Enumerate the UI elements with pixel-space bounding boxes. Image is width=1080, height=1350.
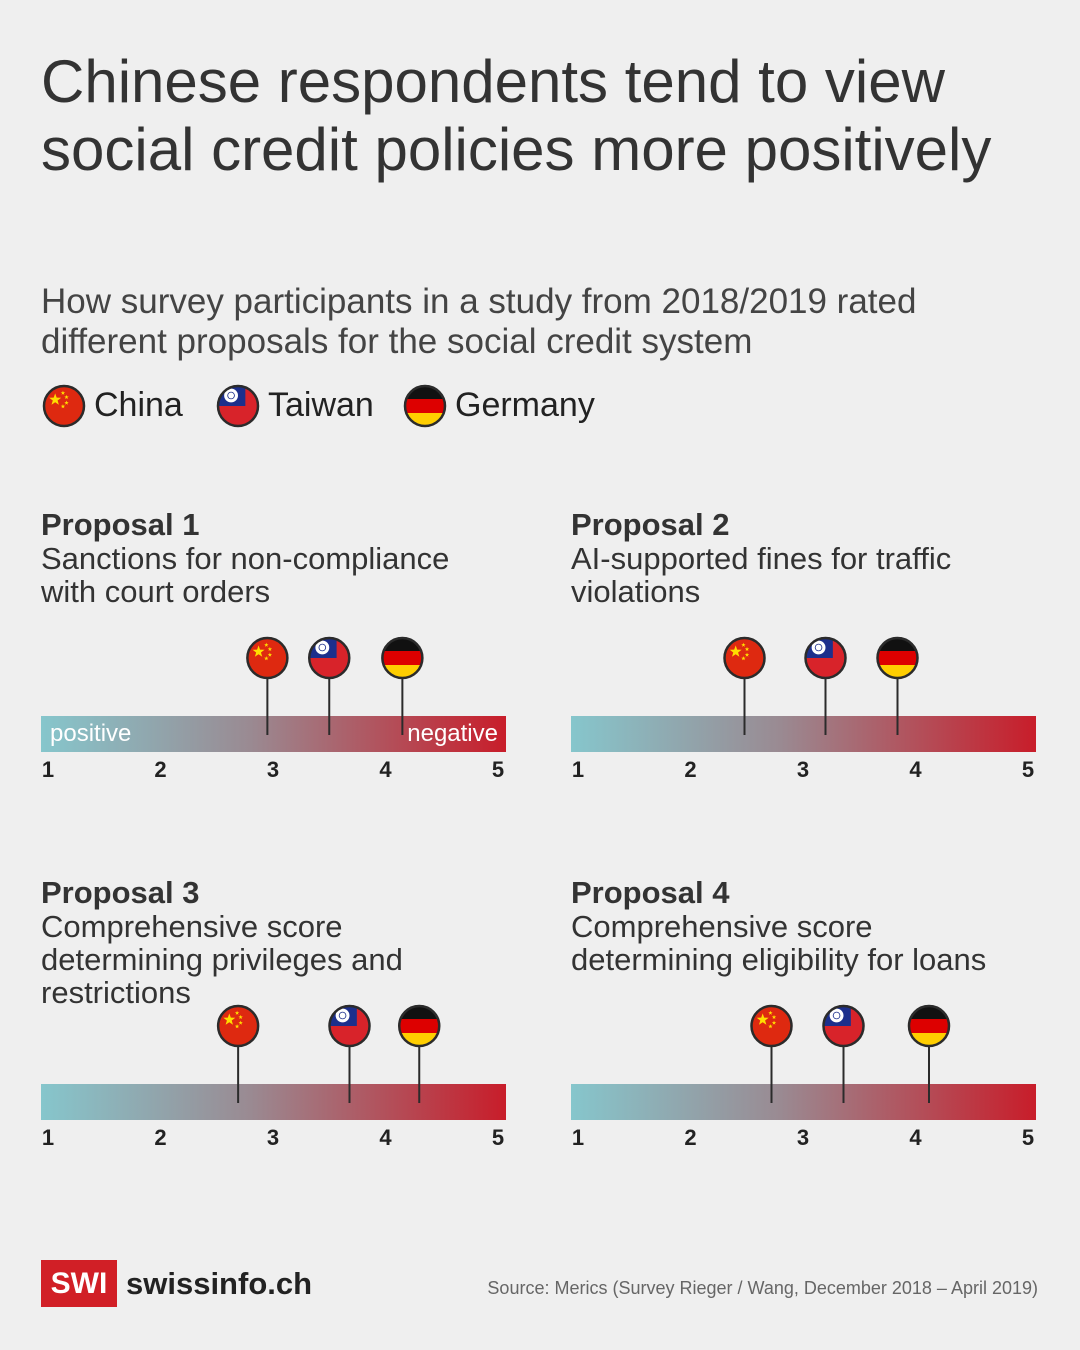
x-tick-label: 3	[266, 1125, 280, 1150]
flag-sun-core	[228, 392, 235, 399]
panel-title: Proposal 4	[571, 875, 730, 910]
x-tick-label: 4	[909, 1125, 922, 1150]
flag-stripe	[876, 651, 919, 666]
scale-label: positive	[50, 720, 132, 747]
flag-stripe	[398, 1019, 441, 1034]
flag-stripe	[908, 1019, 950, 1034]
flag-outline	[822, 1004, 865, 1048]
panel-subtitle: Sanctions for non-compliance with court …	[41, 541, 450, 609]
flag-star	[771, 1020, 777, 1025]
x-tick-label: 5	[491, 1125, 505, 1150]
flag-star	[60, 404, 66, 409]
x-tick-label: 1	[571, 757, 585, 782]
legend-label: China	[94, 386, 183, 424]
flag-star	[756, 1013, 769, 1025]
flag-outline	[42, 384, 86, 428]
flag-sun-core	[815, 644, 822, 651]
flag-outline	[216, 384, 260, 428]
flag-outline	[381, 636, 424, 680]
x-tick-label: 3	[796, 1125, 810, 1150]
flag-star	[238, 1020, 243, 1025]
x-tick-label: 2	[154, 757, 167, 782]
flag-outline	[398, 1004, 441, 1048]
flag-star	[729, 645, 742, 657]
flag-star	[267, 646, 273, 652]
x-tick-label: 1	[41, 757, 55, 782]
x-tick-label: 4	[379, 757, 392, 782]
flag-star	[768, 1010, 773, 1015]
flag-star	[264, 642, 269, 647]
logo: SWI	[41, 1260, 117, 1307]
flag-outline	[216, 1004, 260, 1048]
flag-star	[771, 1014, 777, 1020]
x-tick-label: 5	[1021, 757, 1035, 782]
legend-label: Taiwan	[268, 386, 374, 424]
flag-outline	[328, 1004, 371, 1048]
flag-star	[744, 646, 750, 652]
flag-stripe	[381, 651, 424, 666]
scale-bar	[41, 1084, 506, 1120]
flag-star	[267, 652, 273, 657]
flag-star	[741, 656, 746, 661]
x-tick-label: 2	[684, 757, 697, 782]
x-tick-label: 4	[379, 1125, 392, 1150]
flag-star	[252, 645, 265, 657]
panel-title: Proposal 3	[41, 875, 200, 910]
flag-sun-core	[339, 1012, 346, 1019]
title: Chinese respondents tend to view social …	[41, 48, 992, 183]
flag-outline	[403, 384, 447, 428]
flag-star	[741, 642, 746, 647]
x-tick-label: 3	[266, 757, 280, 782]
subtitle: How survey participants in a study from …	[41, 282, 917, 361]
x-tick-label: 1	[41, 1125, 55, 1150]
flag-star	[223, 1013, 236, 1025]
flag-star	[234, 1010, 240, 1015]
flag-outline	[876, 636, 919, 680]
panel-title: Proposal 1	[41, 507, 200, 542]
x-tick-label: 5	[491, 757, 505, 782]
x-tick-label: 2	[154, 1125, 167, 1150]
flag-outline	[246, 636, 289, 680]
flag-star	[768, 1024, 773, 1029]
site-name: swissinfo.ch	[126, 1266, 313, 1301]
panel-subtitle: Comprehensive score determining privileg…	[41, 909, 403, 1010]
panel-title: Proposal 2	[571, 507, 730, 542]
flag-star	[49, 393, 62, 405]
x-tick-label: 5	[1021, 1125, 1035, 1150]
flag-sun-core	[833, 1012, 840, 1019]
x-tick-label: 4	[909, 757, 922, 782]
x-tick-label: 2	[684, 1125, 697, 1150]
flag-outline	[723, 636, 766, 680]
scale-bar	[571, 1084, 1036, 1120]
x-tick-label: 3	[796, 757, 810, 782]
flag-star	[238, 1014, 243, 1020]
scale-label: negative	[407, 720, 498, 747]
flag-outline	[308, 636, 351, 680]
x-tick-label: 1	[571, 1125, 585, 1150]
scale-bar	[571, 716, 1036, 752]
flag-sun-core	[319, 644, 326, 651]
source: Source: Merics (Survey Rieger / Wang, De…	[487, 1278, 1038, 1298]
legend-label: Germany	[455, 386, 595, 424]
flag-outline	[907, 1004, 951, 1048]
flag-outline	[750, 1004, 793, 1048]
panel-subtitle: Comprehensive score determining eligibil…	[571, 909, 987, 977]
flag-outline	[804, 636, 847, 680]
flag-star	[64, 400, 69, 405]
scale-bar	[41, 716, 506, 752]
flag-star	[64, 394, 69, 400]
flag-star	[264, 656, 269, 661]
panel-subtitle: AI-supported fines for traffic violation…	[571, 541, 952, 609]
flag-star	[234, 1024, 240, 1029]
flag-stripe	[404, 399, 446, 414]
flag-star	[744, 652, 750, 657]
flag-star	[60, 390, 66, 395]
